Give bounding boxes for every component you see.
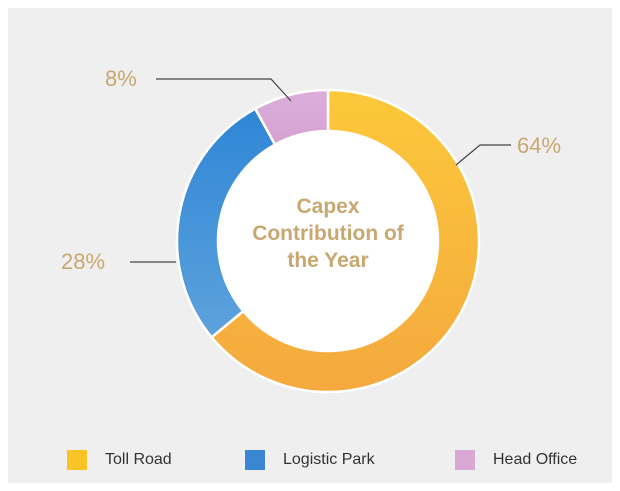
legend-item-logistic-park: Logistic Park [245, 446, 375, 474]
chart-title-line-3: the Year [287, 249, 369, 272]
legend-swatch-toll-road [67, 450, 87, 470]
chart-title-line-1: Capex [296, 195, 360, 218]
legend-item-head-office: Head Office [455, 446, 577, 474]
legend-swatch-head-office [455, 450, 475, 470]
chart-title: Capex Contribution of the Year [236, 193, 420, 274]
legend-label-head-office: Head Office [493, 451, 578, 468]
chart-legend: Toll Road Logistic Park Head Office [0, 446, 620, 474]
leader-line-head-office [156, 78, 292, 102]
legend-item-toll-road: Toll Road [67, 446, 172, 474]
data-label-toll-road: 64% [517, 133, 562, 158]
legend-swatch-logistic-park [245, 450, 265, 470]
data-label-head-office: 8% [105, 66, 137, 91]
chart-title-line-2: Contribution of [252, 222, 404, 245]
leader-line-toll-road [455, 144, 511, 166]
donut-hole [218, 131, 438, 351]
data-label-logistic-park: 28% [61, 249, 106, 274]
legend-label-logistic-park: Logistic Park [283, 451, 375, 468]
legend-label-toll-road: Toll Road [105, 451, 172, 468]
